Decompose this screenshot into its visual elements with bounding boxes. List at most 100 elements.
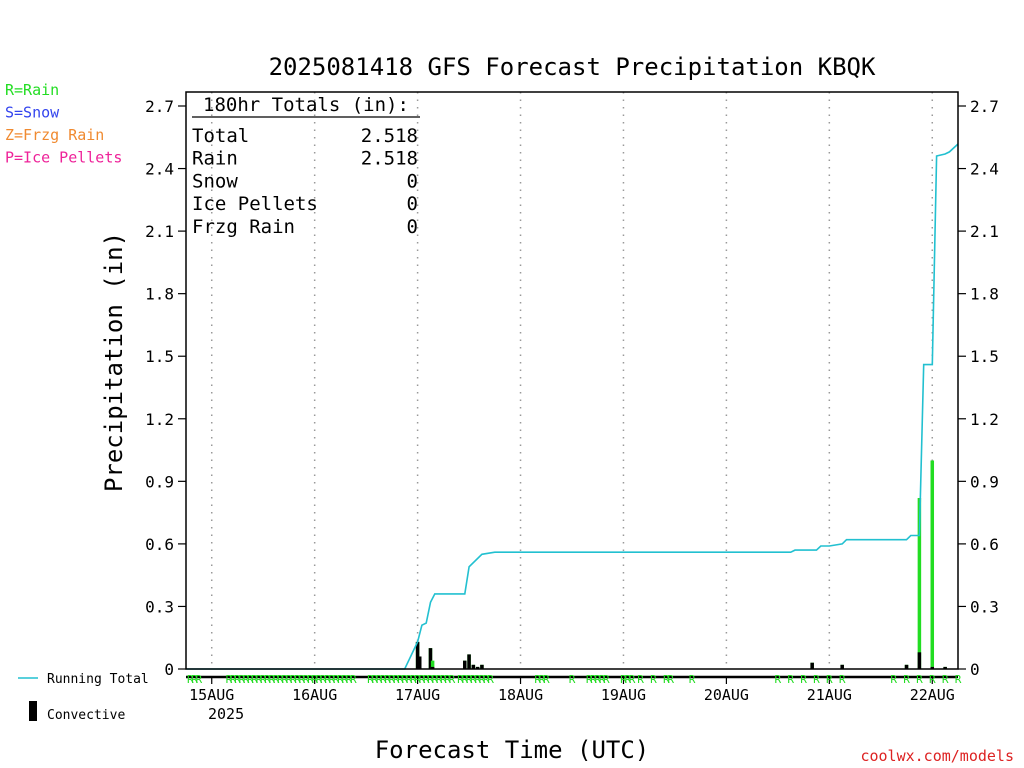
ptype-marker-37: R	[380, 673, 387, 686]
ptype-marker-2: R	[191, 673, 198, 686]
ptype-marker-32: R	[346, 673, 353, 686]
ptype-marker-78: R	[689, 673, 696, 686]
ptype-marker-7: R	[238, 673, 245, 686]
ptype-marker-25: R	[316, 673, 323, 686]
convective-bar-8	[475, 666, 480, 669]
ptype-marker-62: R	[534, 673, 541, 686]
convective-bar-15	[943, 666, 947, 669]
ptype-marker-46: R	[419, 673, 426, 686]
ptype-marker-53: R	[449, 673, 456, 686]
totals-value-3: 0	[407, 170, 418, 192]
ptype-marker-58: R	[474, 673, 481, 686]
ptype-marker-85: R	[890, 673, 897, 686]
x-axis-label: Forecast Time (UTC)	[375, 736, 650, 764]
totals-label-2: Rain	[192, 148, 238, 170]
ptype-marker-69: R	[599, 673, 606, 686]
ptype-marker-54: R	[457, 673, 464, 686]
y-tick-label-left: 0.6	[145, 535, 174, 554]
ptype-marker-65: R	[569, 673, 576, 686]
y-tick-label-left: 2.4	[145, 160, 174, 179]
convective-bar-5	[430, 666, 435, 669]
ptype-marker-45: R	[414, 673, 421, 686]
ptype-marker-49: R	[431, 673, 438, 686]
x-axis-year: 2025	[208, 705, 244, 723]
ptype-marker-67: R	[590, 673, 597, 686]
ptype-marker-34: R	[367, 673, 374, 686]
x-axis-ticks: 15AUG 16AUG 17AUG 18AUG 19AUG 20AUG 21AUG 22AUG	[189, 677, 955, 704]
ptype-marker-51: R	[440, 673, 447, 686]
credit-text: coolwx.com/models	[860, 747, 1014, 765]
precip-bar-13	[917, 498, 922, 669]
y-tick-label-right: 2.4	[970, 160, 999, 179]
ptype-marker-20: R	[294, 673, 301, 686]
legend-convective-swatch	[29, 701, 37, 721]
ptype-marker-50: R	[436, 673, 443, 686]
totals-heading: 180hr Totals (in):	[203, 94, 409, 116]
totals-label-3: Snow	[192, 170, 238, 192]
y-tick-label-right: 0.3	[970, 597, 999, 616]
x-tick-label: 17AUG	[395, 686, 440, 704]
totals-value-1: 2.518	[361, 125, 418, 147]
ptype-marker-90: R	[955, 673, 962, 686]
y-tick-label-right: 0.6	[970, 535, 999, 554]
ptype-marker-27: R	[324, 673, 331, 686]
convective-bar-2	[428, 648, 433, 669]
bottom-legend: Running Total Convective	[18, 672, 149, 723]
ptype-marker-87: R	[916, 673, 923, 686]
ptype-marker-48: R	[427, 673, 434, 686]
totals-panel: 180hr Totals (in): Total 2.518 Rain 2.518 Sn…	[192, 94, 420, 238]
x-tick-label: 22AUG	[910, 686, 955, 704]
ptype-marker-28: R	[329, 673, 336, 686]
ptype-marker-23: R	[307, 673, 314, 686]
ptype-marker-8: R	[243, 673, 250, 686]
x-tick-label: 21AUG	[807, 686, 852, 704]
ptype-marker-30: R	[337, 673, 344, 686]
precip-bars	[415, 460, 947, 669]
ptype-marker-86: R	[903, 673, 910, 686]
ptype-marker-68: R	[594, 673, 601, 686]
ptype-marker-47: R	[423, 673, 430, 686]
ptype-marker-52: R	[444, 673, 451, 686]
ptype-marker-57: R	[470, 673, 477, 686]
y-tick-label-left: 2.7	[145, 97, 174, 116]
ptype-marker-15: R	[273, 673, 280, 686]
ptype-marker-81: R	[800, 673, 807, 686]
y-tick-label-right: 2.1	[970, 222, 999, 241]
ptype-marker-14: R	[268, 673, 275, 686]
ptype-marker-89: R	[942, 673, 949, 686]
convective-bar-3	[467, 654, 471, 669]
y-tick-label-left: 1.8	[145, 285, 174, 304]
ptype-marker-61: R	[487, 673, 494, 686]
y-tick-label-right: 1.8	[970, 285, 999, 304]
plot-frame	[185, 91, 959, 679]
ptype-marker-71: R	[620, 673, 627, 686]
ptype-marker-24: R	[311, 673, 318, 686]
ptype-marker-64: R	[543, 673, 550, 686]
ptype-marker-33: R	[350, 673, 357, 686]
grid-lines	[210, 92, 934, 669]
ptype-marker-79: R	[775, 673, 782, 686]
ptype-marker-35: R	[371, 673, 378, 686]
ptype-marker-9: R	[247, 673, 254, 686]
ptype-marker-55: R	[461, 673, 468, 686]
ptype-marker-72: R	[624, 673, 631, 686]
ptype-marker-77: R	[667, 673, 674, 686]
ptype-marker-39: R	[389, 673, 396, 686]
ptype-marker-74: R	[637, 673, 644, 686]
x-tick-label: 19AUG	[601, 686, 646, 704]
ptype-marker-40: R	[393, 673, 400, 686]
totals-label-1: Total	[192, 125, 249, 147]
ptype-marker-6: R	[234, 673, 241, 686]
ptype-marker-70: R	[603, 673, 610, 686]
y-tick-label-left: 1.5	[145, 347, 174, 366]
convective-bar-11	[840, 664, 844, 669]
ptype-marker-36: R	[376, 673, 383, 686]
ptype-marker-10: R	[251, 673, 258, 686]
ptype-marker-63: R	[539, 673, 546, 686]
ptype-marker-80: R	[787, 673, 794, 686]
y-tick-label-right: 0	[970, 660, 980, 679]
ptype-marker-88: R	[929, 673, 936, 686]
ptype-legend-item-2: S=Snow	[5, 104, 60, 122]
convective-bar-6	[463, 660, 467, 669]
x-tick-label: 15AUG	[189, 686, 234, 704]
